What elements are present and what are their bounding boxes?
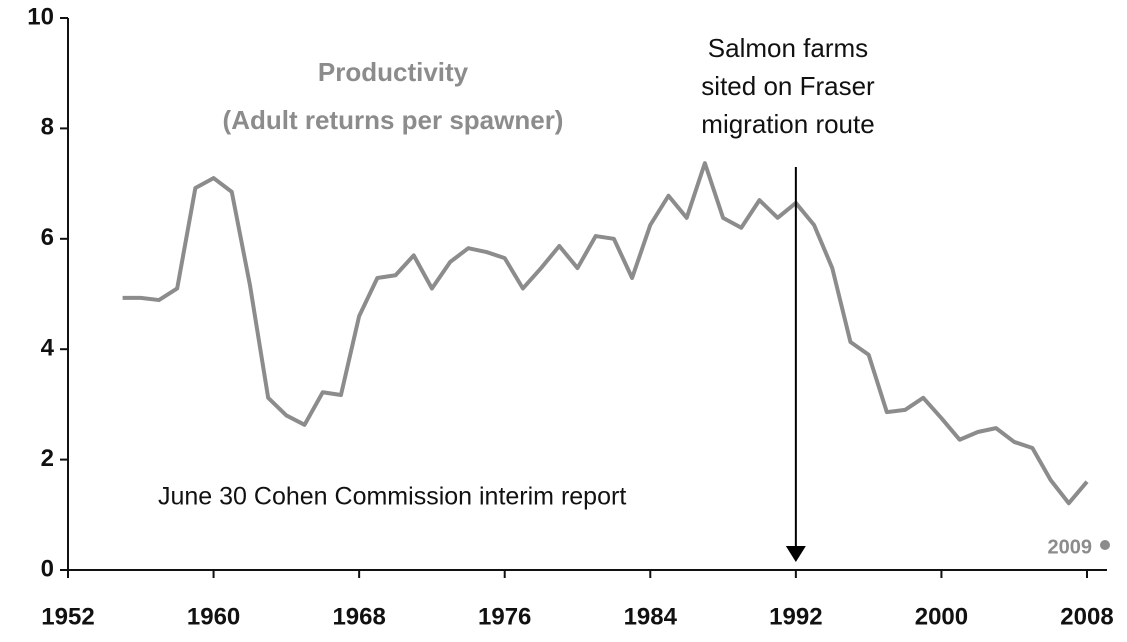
x-tick-label: 1960: [187, 603, 240, 630]
salmon-farms-label: sited on Fraser: [701, 71, 875, 101]
corner-label: 2009: [1048, 536, 1093, 558]
y-tick-label: 10: [27, 3, 54, 30]
x-tick-label: 1984: [624, 603, 678, 630]
y-tick-label: 8: [41, 114, 54, 141]
x-tick-label: 2000: [915, 603, 968, 630]
x-tick-label: 1976: [478, 603, 531, 630]
salmon-farms-label: migration route: [701, 109, 874, 139]
y-tick-label: 2: [41, 445, 54, 472]
arrow-head: [785, 546, 806, 562]
y-tick-label: 0: [41, 555, 54, 582]
x-tick-label: 1992: [769, 603, 822, 630]
x-tick-label: 1952: [41, 603, 94, 630]
productivity-label: (Adult returns per spawner): [223, 105, 564, 135]
data-line: [122, 161, 1089, 506]
x-tick-label: 1968: [332, 603, 385, 630]
y-tick-label: 6: [41, 224, 54, 251]
x-tick-label: 2008: [1060, 603, 1113, 630]
y-tick-label: 4: [41, 335, 55, 362]
report-note: June 30 Cohen Commission interim report: [158, 483, 626, 511]
salmon-farms-label: Salmon farms: [708, 33, 868, 63]
corner-dot: [1100, 540, 1110, 550]
productivity-label: Productivity: [318, 57, 469, 87]
